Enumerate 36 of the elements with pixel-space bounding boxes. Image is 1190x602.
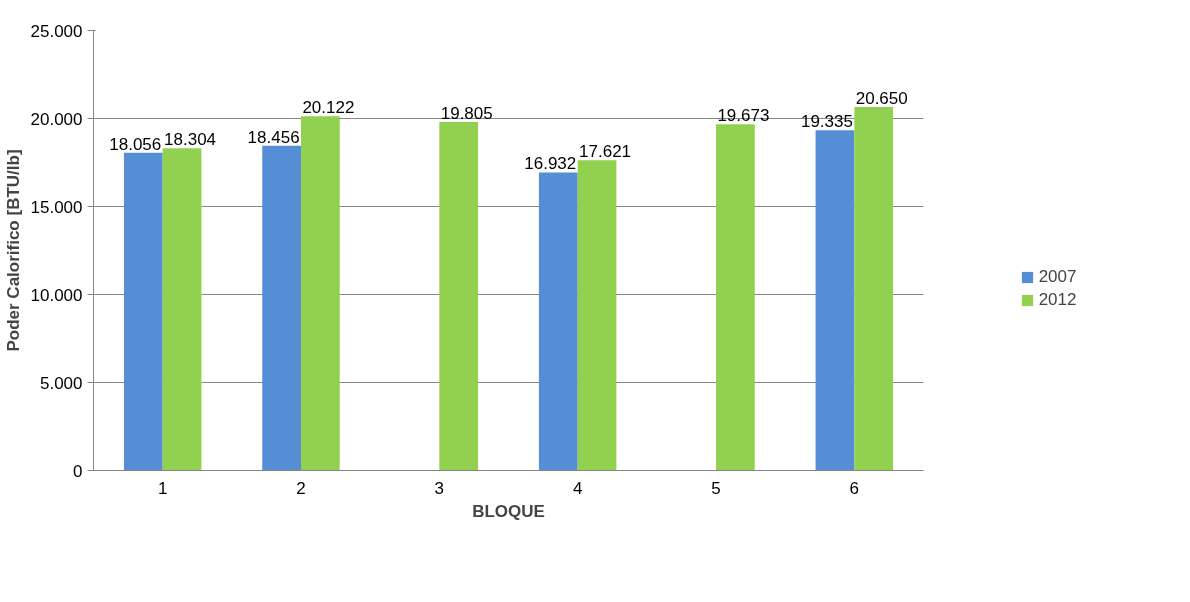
data-label: 18.304 bbox=[164, 130, 217, 150]
y-tick-label: 0 bbox=[73, 461, 83, 481]
bar bbox=[262, 145, 301, 471]
data-label: 19.335 bbox=[800, 112, 853, 132]
y-tick-label: 25.000 bbox=[30, 21, 83, 41]
x-tick-label: 6 bbox=[849, 478, 860, 498]
data-label: 19.673 bbox=[717, 106, 770, 126]
bar bbox=[162, 148, 202, 471]
bar bbox=[815, 130, 855, 471]
bar bbox=[577, 160, 617, 471]
legend-label: 2007 bbox=[1038, 267, 1077, 287]
data-label: 20.122 bbox=[302, 98, 355, 118]
data-label: 17.621 bbox=[579, 142, 632, 162]
x-axis-title: BLOQUE bbox=[472, 501, 545, 521]
data-label: 20.650 bbox=[855, 89, 908, 109]
y-tick-label: 10.000 bbox=[30, 285, 83, 305]
y-axis-title: Poder Calorifico [BTU/lb] bbox=[3, 149, 23, 352]
data-label: 18.056 bbox=[109, 134, 162, 154]
x-tick-label: 1 bbox=[157, 478, 168, 498]
x-tick-label: 5 bbox=[711, 478, 721, 498]
x-tick-label: 4 bbox=[572, 478, 583, 498]
bar bbox=[854, 107, 894, 471]
bar bbox=[439, 121, 479, 471]
x-tick-label: 3 bbox=[434, 478, 445, 498]
bar bbox=[301, 116, 340, 471]
data-label: 18.456 bbox=[247, 127, 300, 147]
bar bbox=[538, 172, 578, 471]
bar bbox=[123, 152, 163, 471]
bar bbox=[716, 124, 755, 471]
y-tick-label: 5.000 bbox=[39, 373, 83, 393]
legend-label: 2012 bbox=[1038, 290, 1077, 310]
y-tick-label: 20.000 bbox=[30, 109, 83, 129]
y-tick-label: 15.000 bbox=[30, 197, 83, 217]
data-label: 19.805 bbox=[440, 103, 493, 123]
x-tick-label: 2 bbox=[296, 478, 306, 498]
data-label: 16.932 bbox=[524, 154, 577, 174]
